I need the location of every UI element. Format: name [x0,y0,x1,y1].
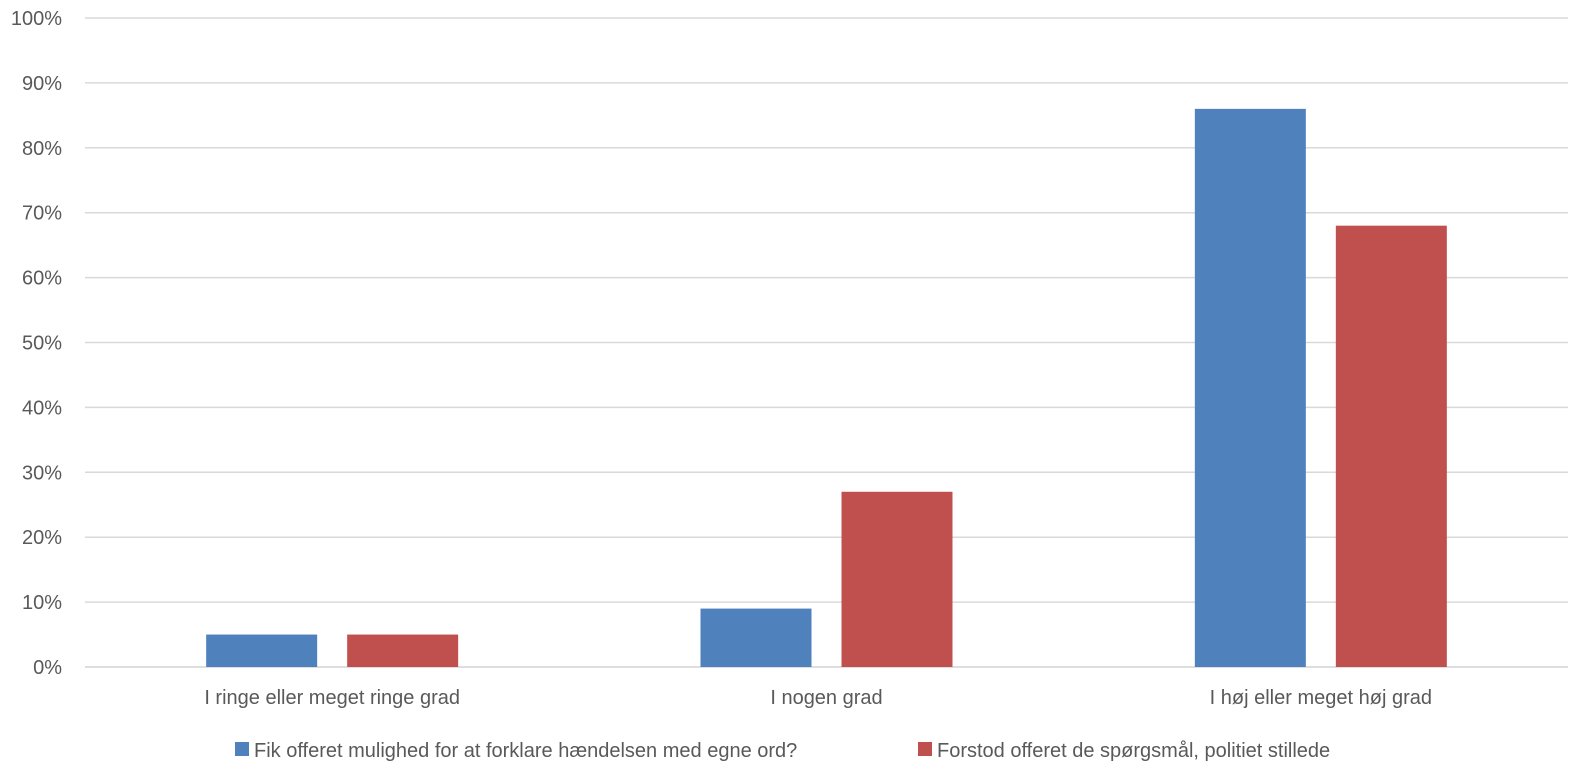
x-category-label: I ringe eller meget ringe grad [204,687,460,709]
bar-series-2 [1335,225,1447,667]
bar-series-2 [841,491,953,667]
y-tick-label: 90% [22,73,62,95]
y-tick-label: 30% [22,462,62,484]
y-tick-label: 100% [11,8,62,30]
legend-swatch [918,742,932,756]
y-tick-label: 50% [22,333,62,355]
bars [206,108,1447,668]
bar-series-1 [1194,108,1306,668]
bar-series-1 [206,634,318,667]
x-category-label: I nogen grad [770,687,882,709]
legend: Fik offeret mulighed for at forklare hæn… [235,740,1330,762]
y-tick-label: 80% [22,138,62,160]
y-tick-label: 40% [22,397,62,419]
x-axis-category-labels: I ringe eller meget ringe grad I nogen gr… [204,687,1432,709]
x-category-label: I høj eller meget høj grad [1210,687,1432,709]
y-tick-label: 70% [22,203,62,225]
y-tick-label: 10% [22,592,62,614]
bar-series-1 [700,608,812,667]
bar-series-2 [347,634,459,667]
y-axis-tick-labels: 0% 10% 20% 30% 40% 50% 60% 70% 80% 90% 100% [11,8,62,679]
legend-entry: Forstod offeret de spørgsmål, politiet s… [937,740,1330,762]
legend-swatch [235,742,249,756]
y-tick-label: 60% [22,268,62,290]
legend-entry: Fik offeret mulighed for at forklare hæn… [254,740,797,762]
y-tick-label: 20% [22,527,62,549]
gridlines [85,17,1568,668]
y-tick-label: 0% [33,657,62,679]
